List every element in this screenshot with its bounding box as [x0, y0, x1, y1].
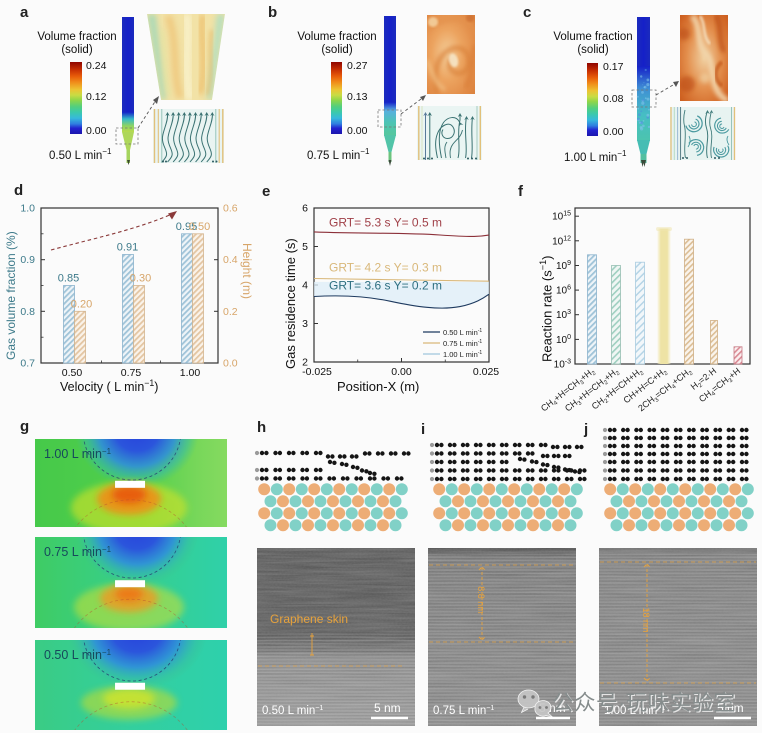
- svg-text:0.20: 0.20: [71, 298, 92, 310]
- svg-text:1015: 1015: [552, 211, 571, 223]
- svg-text:0.4: 0.4: [223, 254, 238, 266]
- svg-text:GRT= 4.2 s Y= 0.3 m: GRT= 4.2 s Y= 0.3 m: [329, 261, 442, 275]
- svg-text:0.2: 0.2: [223, 306, 238, 318]
- svg-text:0.025: 0.025: [473, 366, 499, 378]
- svg-text:6: 6: [302, 203, 308, 215]
- svg-text:0.50 L min-1: 0.50 L min-1: [443, 328, 482, 337]
- svg-text:0.75 L min−1: 0.75 L min−1: [433, 705, 494, 717]
- svg-text:100: 100: [556, 334, 571, 346]
- svg-text:109: 109: [556, 260, 571, 272]
- svg-text:1.00 L min−1: 1.00 L min−1: [44, 447, 112, 461]
- svg-text:GRT= 3.6 s Y= 0.2 m: GRT= 3.6 s Y= 0.2 m: [329, 279, 442, 293]
- svg-text:10-3: 10-3: [554, 359, 571, 371]
- svg-text:-0.025: -0.025: [302, 366, 332, 378]
- svg-text:公众号·玩味实验室: 公众号·玩味实验室: [553, 692, 737, 716]
- svg-text:0.95: 0.95: [176, 221, 197, 233]
- svg-text:公众号·玩味实验室: 公众号·玩味实验室: [552, 691, 736, 715]
- svg-text:0.50 L min−1: 0.50 L min−1: [262, 705, 323, 717]
- svg-text:0.85: 0.85: [58, 273, 79, 285]
- svg-text:4: 4: [302, 280, 308, 292]
- svg-text:5 nm: 5 nm: [374, 701, 401, 715]
- svg-text:0.00: 0.00: [391, 366, 412, 378]
- svg-text:0.75 L min-1: 0.75 L min-1: [443, 339, 482, 348]
- svg-text:1.00 L min-1: 1.00 L min-1: [443, 350, 482, 359]
- svg-text:0.75: 0.75: [121, 367, 142, 379]
- svg-text:3: 3: [302, 318, 308, 330]
- svg-text:0.91: 0.91: [117, 242, 138, 254]
- svg-text:0.50 L min−1: 0.50 L min−1: [44, 648, 112, 662]
- svg-text:0.50: 0.50: [62, 367, 83, 379]
- svg-text:8.8 nm: 8.8 nm: [476, 586, 486, 614]
- svg-text:0.75 L min−1: 0.75 L min−1: [44, 545, 112, 559]
- svg-text:1.00 L min−1: 1.00 L min−1: [604, 705, 665, 717]
- svg-text:1.0: 1.0: [20, 203, 35, 215]
- svg-text:0.30: 0.30: [130, 273, 151, 285]
- svg-text:103: 103: [556, 309, 571, 321]
- svg-text:0.6: 0.6: [223, 203, 238, 215]
- svg-text:GRT= 5.3 s Y= 0.5 m: GRT= 5.3 s Y= 0.5 m: [329, 216, 442, 230]
- svg-text:106: 106: [556, 285, 571, 297]
- svg-text:0.0: 0.0: [223, 358, 238, 370]
- svg-text:2: 2: [302, 357, 308, 369]
- svg-text:0.8: 0.8: [20, 306, 35, 318]
- svg-text:Graphene skin: Graphene skin: [270, 612, 348, 626]
- svg-text:5: 5: [302, 241, 308, 253]
- svg-text:1012: 1012: [552, 235, 571, 247]
- svg-text:0.50: 0.50: [189, 221, 210, 233]
- svg-text:18 nm: 18 nm: [641, 607, 651, 632]
- svg-text:5 nm: 5 nm: [717, 701, 744, 715]
- svg-text:1.00: 1.00: [180, 367, 201, 379]
- svg-text:0.9: 0.9: [20, 254, 35, 266]
- svg-text:0.7: 0.7: [20, 358, 35, 370]
